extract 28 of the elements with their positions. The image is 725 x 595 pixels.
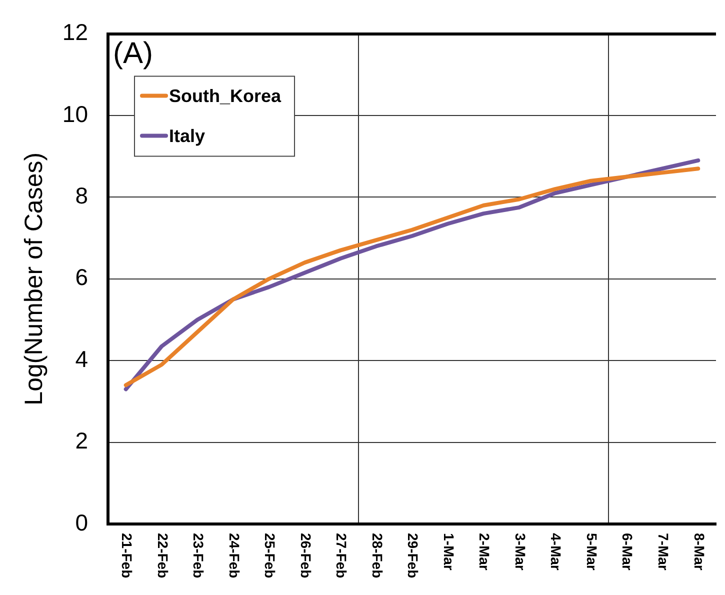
annotation: (A) [113,37,153,70]
x-tick-label: 2-Mar [476,533,493,571]
x-tick-label: 25-Feb [262,533,278,578]
x-tick-label: 1-Mar [440,533,457,571]
x-tick-label: 22-Feb [154,533,171,578]
y-tick-label: 2 [75,428,88,454]
x-tick-label: 23-Feb [190,533,207,578]
x-tick-label: 4-Mar [548,533,564,571]
legend-label: South_Korea [169,86,282,106]
y-tick-label: 10 [62,100,88,127]
x-tick-label: 28-Feb [369,533,386,578]
x-tick-label: 29-Feb [405,533,422,578]
x-tick-label: 5-Mar [584,533,600,571]
y-tick-label: 0 [75,509,88,536]
y-tick-label: 4 [75,346,88,372]
x-tick-label: 3-Mar [512,533,528,571]
x-tick-label: 7-Mar [655,533,672,571]
x-tick-label: 6-Mar [620,533,636,571]
legend-label: Italy [169,126,206,146]
x-tick-label: 27-Feb [334,533,350,578]
x-tick-label: 8-Mar [691,533,708,571]
y-axis-title: Log(Number of Cases) [20,152,48,406]
y-tick-label: 12 [62,19,88,46]
x-tick-label: 24-Feb [226,533,242,578]
x-tick-label: 26-Feb [298,533,314,578]
y-tick-label: 8 [75,182,88,209]
x-tick-label: 21-Feb [119,533,136,578]
y-tick-label: 6 [75,264,88,290]
